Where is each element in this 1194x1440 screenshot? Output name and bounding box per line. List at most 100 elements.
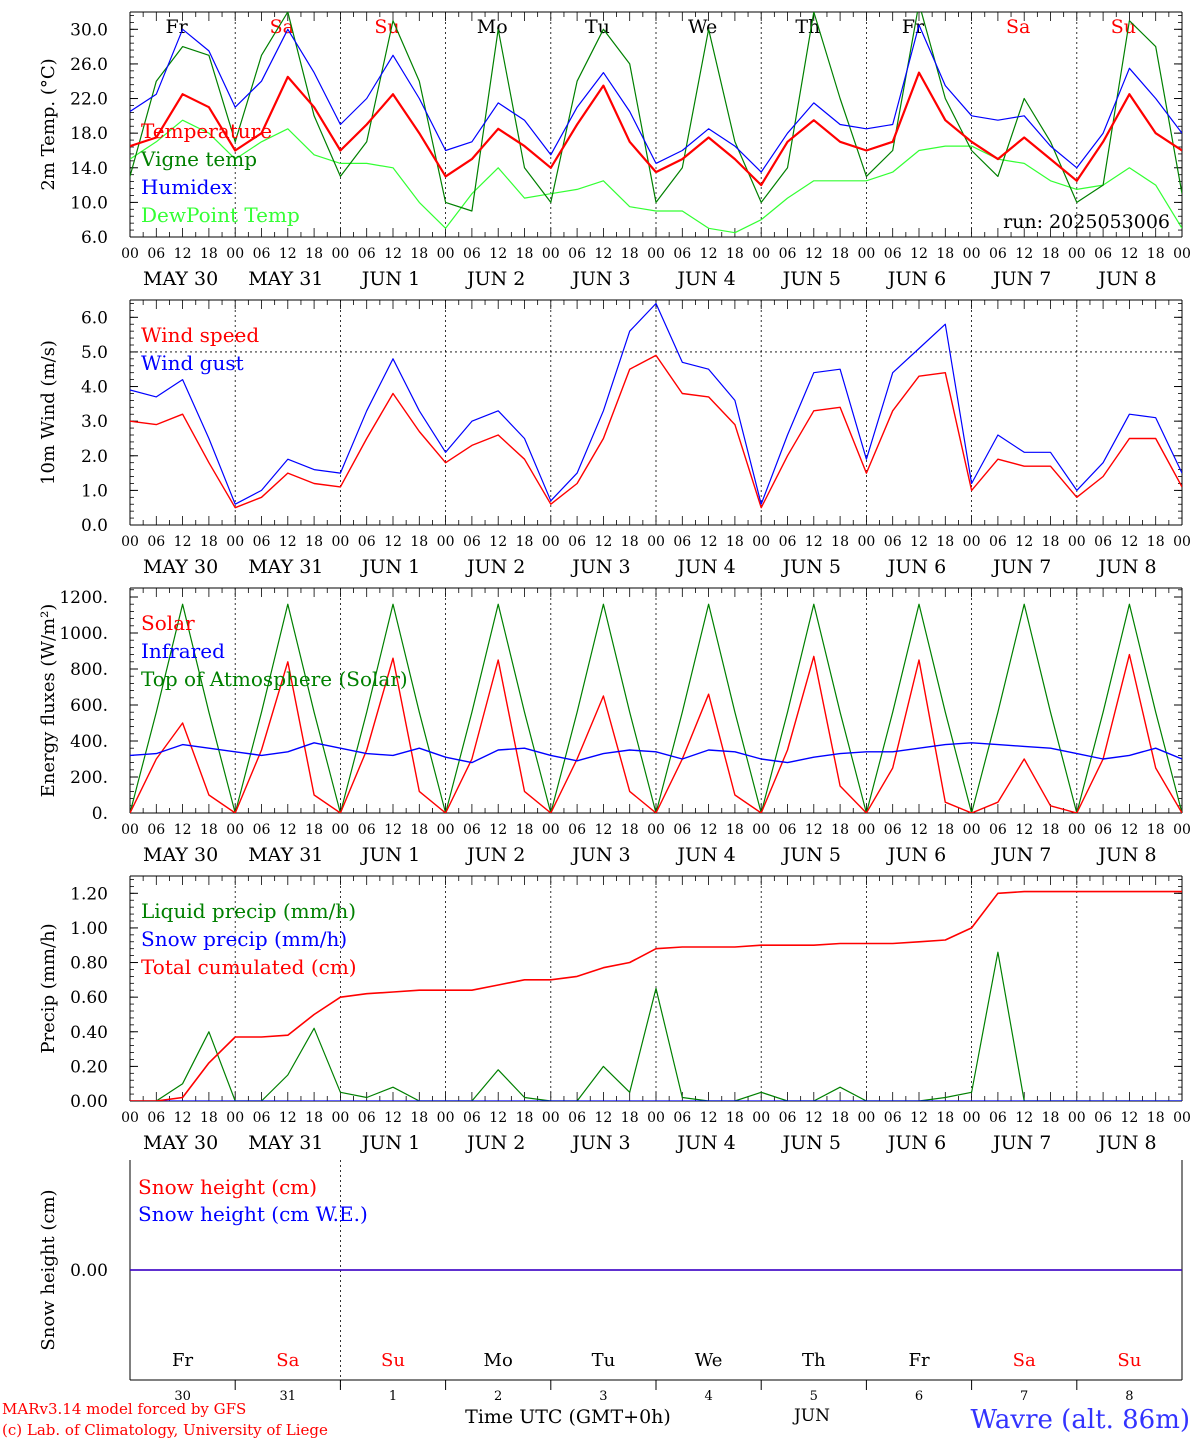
- x-hour-label: 00: [963, 246, 981, 262]
- credit-model: MARv3.14 model forced by GFS: [2, 1400, 246, 1418]
- x-hour-label: 06: [147, 1110, 165, 1126]
- legend-entry: Temperature: [141, 119, 272, 143]
- y-tick-label: 1.0: [81, 481, 108, 501]
- x-day-label: MAY 30: [143, 556, 218, 578]
- x-hour-label: 00: [963, 534, 981, 550]
- day-number-label: 5: [810, 1389, 818, 1404]
- x-hour-label: 18: [200, 1110, 218, 1126]
- legend-entry: Snow height (cm W.E.): [138, 1202, 368, 1226]
- x-hour-label: 00: [226, 822, 244, 838]
- x-day-label: JUN 6: [886, 1132, 946, 1154]
- x-hour-label: 18: [726, 1110, 744, 1126]
- x-hour-label: 12: [700, 822, 718, 838]
- x-hour-label: 18: [831, 534, 849, 550]
- x-hour-label: 18: [1147, 822, 1165, 838]
- x-hour-label: 18: [936, 246, 954, 262]
- x-hour-label: 00: [752, 246, 770, 262]
- x-day-label: MAY 30: [143, 1132, 218, 1154]
- x-hour-label: 00: [857, 1110, 875, 1126]
- x-hour-label: 18: [410, 534, 428, 550]
- y-tick-label: 22.0: [70, 90, 108, 110]
- y-tick-label: 0.60: [70, 988, 108, 1008]
- x-hour-label: 00: [542, 534, 560, 550]
- x-hour-label: 00: [1068, 1110, 1086, 1126]
- x-day-label: JUN 2: [465, 556, 525, 578]
- x-day-label: JUN 7: [991, 1132, 1051, 1154]
- x-day-label: JUN 5: [781, 268, 841, 290]
- x-day-label: JUN 6: [886, 844, 946, 866]
- x-hour-label: 18: [936, 534, 954, 550]
- y-tick-label: 0.80: [70, 954, 108, 974]
- x-hour-label: 00: [752, 822, 770, 838]
- legend-entry: Liquid precip (mm/h): [141, 899, 356, 923]
- x-hour-label: 06: [989, 822, 1007, 838]
- x-hour-label: 12: [174, 1110, 192, 1126]
- x-hour-label: 18: [1147, 1110, 1165, 1126]
- x-hour-label: 06: [253, 246, 271, 262]
- x-day-label: JUN 2: [465, 268, 525, 290]
- y-tick-label: 3.0: [81, 412, 108, 432]
- x-hour-label: 12: [1015, 822, 1033, 838]
- x-hour-label: 12: [489, 1110, 507, 1126]
- x-hour-label: 06: [779, 1110, 797, 1126]
- panel-energy: 0. 200. 400. 600. 800. 1000. 1200.Energy fluxe…: [38, 587, 1191, 866]
- x-hour-label: 06: [1094, 1110, 1112, 1126]
- x-hour-label: 06: [673, 1110, 691, 1126]
- x-hour-label: 00: [121, 822, 139, 838]
- weekday-label: Tu: [592, 1350, 616, 1371]
- x-hour-label: 00: [1173, 246, 1191, 262]
- credit-lab: (c) Lab. of Climatology, University of L…: [2, 1421, 328, 1439]
- weekday-label: Th: [795, 16, 820, 38]
- x-hour-label: 18: [936, 1110, 954, 1126]
- x-hour-label: 12: [174, 246, 192, 262]
- x-hour-label: 12: [910, 822, 928, 838]
- x-hour-label: 06: [673, 534, 691, 550]
- x-hour-label: 18: [831, 822, 849, 838]
- x-day-label: JUN 1: [360, 844, 420, 866]
- footer: MARv3.14 model forced by GFS (c) Lab. of…: [2, 1400, 1190, 1439]
- x-day-label: MAY 31: [248, 268, 323, 290]
- x-hour-label: 00: [121, 534, 139, 550]
- x-hour-label: 06: [1094, 246, 1112, 262]
- x-day-label: JUN 7: [991, 556, 1051, 578]
- x-hour-label: 18: [726, 534, 744, 550]
- x-hour-label: 06: [568, 1110, 586, 1126]
- x-hour-label: 00: [542, 246, 560, 262]
- x-hour-label: 00: [752, 534, 770, 550]
- x-day-label: JUN 3: [570, 556, 630, 578]
- x-hour-label: 12: [489, 534, 507, 550]
- weekday-label: We: [695, 1350, 723, 1371]
- panel-wind: 0.0 1.0 2.0 3.0 4.0 5.0 6.0 10m Wind (m/s) 00 06 1…: [38, 299, 1191, 578]
- x-hour-label: 12: [805, 534, 823, 550]
- series-line-energy: [130, 653, 1182, 813]
- x-hour-label: 00: [752, 1110, 770, 1126]
- x-hour-label: 00: [857, 822, 875, 838]
- y-tick-label: 400.: [70, 732, 108, 752]
- legend-entry: Solar: [141, 611, 195, 635]
- panel-snow: 0.00 Snow height (cm) Fr 30 Sa 31 Su 1 Mo 2 Tu 3 We 4…: [38, 1160, 1183, 1404]
- legend-entry: Wind speed: [141, 323, 259, 347]
- x-day-label: JUN 2: [465, 1132, 525, 1154]
- x-hour-label: 18: [726, 822, 744, 838]
- series-line-wind: [130, 354, 1182, 509]
- x-hour-label: 18: [305, 246, 323, 262]
- x-hour-label: 00: [542, 1110, 560, 1126]
- x-hour-label: 00: [963, 822, 981, 838]
- x-hour-label: 00: [647, 246, 665, 262]
- x-day-label: JUN 7: [991, 268, 1051, 290]
- legend-entry: DewPoint Temp: [141, 203, 300, 227]
- x-hour-label: 06: [147, 534, 165, 550]
- x-hour-label: 18: [410, 822, 428, 838]
- x-hour-label: 06: [989, 246, 1007, 262]
- x-hour-label: 12: [1015, 534, 1033, 550]
- weekday-label: Mo: [484, 1350, 513, 1371]
- x-hour-label: 06: [463, 822, 481, 838]
- panel-temp: 6.0 10.0 14.0 18.0 22.0 26.0 30.0 2m Temp. (°C)…: [38, 11, 1191, 290]
- x-hour-label: 00: [121, 1110, 139, 1126]
- y-axis-title: Energy fluxes (W/m²): [38, 604, 59, 798]
- x-hour-label: 18: [305, 822, 323, 838]
- x-hour-label: 06: [358, 534, 376, 550]
- series-line-precip: [130, 890, 1182, 1101]
- x-hour-label: 12: [174, 822, 192, 838]
- x-day-label: JUN 3: [570, 844, 630, 866]
